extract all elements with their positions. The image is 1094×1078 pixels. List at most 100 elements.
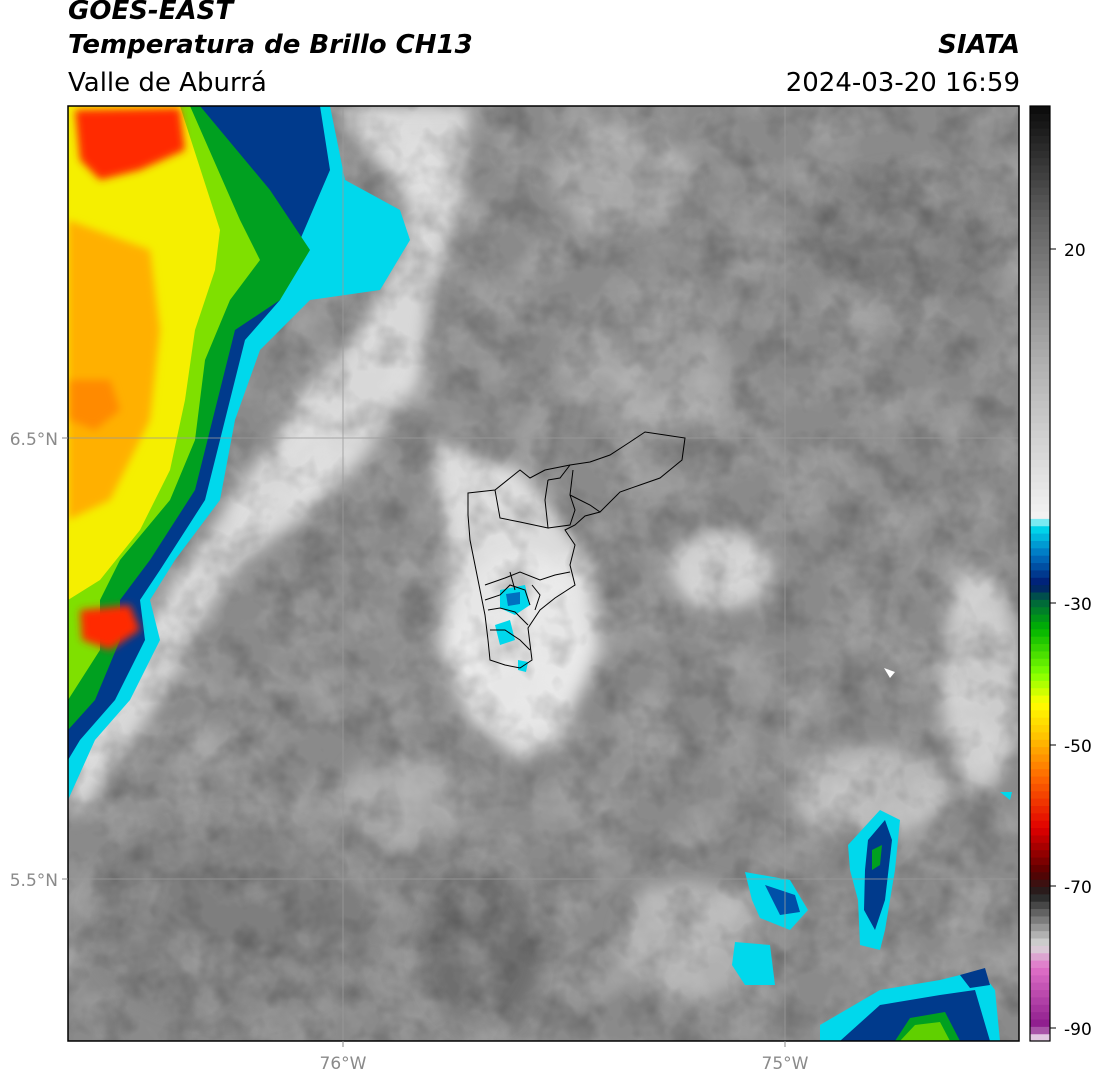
- colorbar-segment: [1030, 812, 1050, 821]
- colorbar-segment: [1030, 334, 1050, 343]
- colorbar-segment: [1030, 613, 1050, 622]
- cold-cloud-west: [68, 106, 410, 800]
- colorbar-tick-label: -70: [1064, 878, 1092, 898]
- colorbar-segment: [1030, 717, 1050, 726]
- colorbar-segment: [1030, 746, 1050, 755]
- colorbar-segment: [1030, 606, 1050, 615]
- colorbar-segment: [1030, 466, 1050, 475]
- colorbar-segment: [1030, 452, 1050, 460]
- colorbar-segment: [1030, 267, 1050, 276]
- colorbar-segment: [1030, 459, 1050, 468]
- colorbar-segment: [1030, 533, 1050, 541]
- colorbar-segment: [1030, 282, 1050, 291]
- colorbar-segment: [1030, 739, 1050, 748]
- colorbar-segment: [1030, 290, 1050, 299]
- colorbar-segment: [1030, 893, 1050, 902]
- colorbar-segment: [1030, 437, 1050, 446]
- colorbar-segment: [1030, 422, 1050, 431]
- cold-cloud-southeast: [732, 668, 1012, 1041]
- colorbar-segment: [1030, 474, 1050, 483]
- colorbar-segment: [1030, 820, 1050, 829]
- region-label: Valle de Aburrá: [68, 68, 267, 98]
- colorbar-segment: [1030, 731, 1050, 740]
- colorbar-segment: [1030, 319, 1050, 328]
- colorbar-segment: [1030, 297, 1050, 306]
- colorbar-segment: [1030, 694, 1050, 703]
- colorbar-segment: [1030, 952, 1050, 961]
- colorbar-segment: [1030, 834, 1050, 843]
- colorbar-segment: [1030, 672, 1050, 681]
- colorbar-segment: [1030, 798, 1050, 807]
- colorbar-segment: [1030, 680, 1050, 689]
- colorbar-segment: [1030, 275, 1050, 284]
- colorbar-segment: [1030, 960, 1050, 968]
- colorbar-segment: [1030, 775, 1050, 784]
- colorbar-segment: [1030, 164, 1050, 173]
- colorbar-segment: [1030, 923, 1050, 932]
- colorbar-segment: [1030, 768, 1050, 777]
- colorbar-segment: [1030, 348, 1050, 357]
- colorbar-segment: [1030, 790, 1050, 799]
- colorbar-segment: [1030, 849, 1050, 858]
- lon-tick-label: 75°W: [762, 1054, 809, 1074]
- satellite-imagery: [68, 106, 1019, 1041]
- colorbar-segment: [1030, 989, 1050, 998]
- lat-tick-label: 5.5°N: [10, 871, 58, 891]
- datetime-label: 2024-03-20 16:59: [785, 68, 1020, 98]
- colorbar-segment: [1030, 584, 1050, 593]
- colorbar-segment: [1030, 142, 1050, 151]
- colorbar-segment: [1030, 113, 1050, 122]
- colorbar-segment: [1030, 429, 1050, 438]
- colorbar-segment: [1030, 724, 1050, 733]
- colorbar-tick-label: -50: [1064, 737, 1092, 757]
- colorbar-segment: [1030, 172, 1050, 181]
- colorbar-segment: [1030, 658, 1050, 667]
- colorbar-segment: [1030, 216, 1050, 225]
- colorbar-segment: [1030, 128, 1050, 137]
- colorbar-segment: [1030, 326, 1050, 335]
- colorbar-segment: [1030, 253, 1050, 262]
- colorbar-segment: [1030, 157, 1050, 166]
- colorbar: 20 -30 -50 -70 -90: [1029, 105, 1092, 1042]
- colorbar-segment: [1030, 245, 1050, 254]
- colorbar-segment: [1030, 967, 1050, 976]
- colorbar-segment: [1030, 709, 1050, 718]
- colorbar-segment: [1030, 886, 1050, 895]
- colorbar-segment: [1030, 628, 1050, 637]
- colorbar-segment: [1030, 562, 1050, 571]
- colorbar-segment: [1030, 1026, 1050, 1035]
- municipal-boundaries: [467, 431, 686, 669]
- colorbar-segment: [1030, 393, 1050, 402]
- colorbar-segment: [1030, 908, 1050, 917]
- colorbar-segment: [1030, 444, 1050, 453]
- colorbar-segment: [1030, 194, 1050, 203]
- colorbar-segment: [1030, 577, 1050, 586]
- brand-label: SIATA: [938, 30, 1020, 60]
- colorbar-segment: [1030, 864, 1050, 873]
- colorbar-segment: [1030, 827, 1050, 836]
- colorbar-segment: [1030, 783, 1050, 792]
- colorbar-frame: [1029, 105, 1051, 1042]
- colorbar-segment: [1030, 842, 1050, 851]
- colorbar-ticks: [1050, 248, 1056, 1029]
- colorbar-segment: [1030, 496, 1050, 505]
- graticule: [68, 106, 1019, 1041]
- colorbar-segment: [1030, 1018, 1050, 1027]
- colorbar-segment: [1030, 540, 1050, 549]
- colorbar-segment: [1030, 179, 1050, 188]
- colorbar-segment: [1030, 547, 1050, 556]
- colorbar-segment: [1030, 1011, 1050, 1020]
- cold-cloud-valley: [495, 585, 530, 672]
- colorbar-segment: [1030, 1033, 1050, 1042]
- colorbar-segment: [1030, 930, 1050, 939]
- colorbar-segment: [1030, 363, 1050, 372]
- colorbar-segment: [1030, 1004, 1050, 1013]
- colorbar-segment: [1030, 871, 1050, 880]
- colorbar-segment: [1030, 407, 1050, 416]
- colorbar-segment: [1030, 378, 1050, 387]
- colorbar-segment: [1030, 481, 1050, 490]
- map-frame: [67, 105, 1020, 1042]
- colorbar-segment: [1030, 879, 1050, 887]
- colorbar-segment: [1030, 231, 1050, 240]
- colorbar-segment: [1030, 385, 1050, 394]
